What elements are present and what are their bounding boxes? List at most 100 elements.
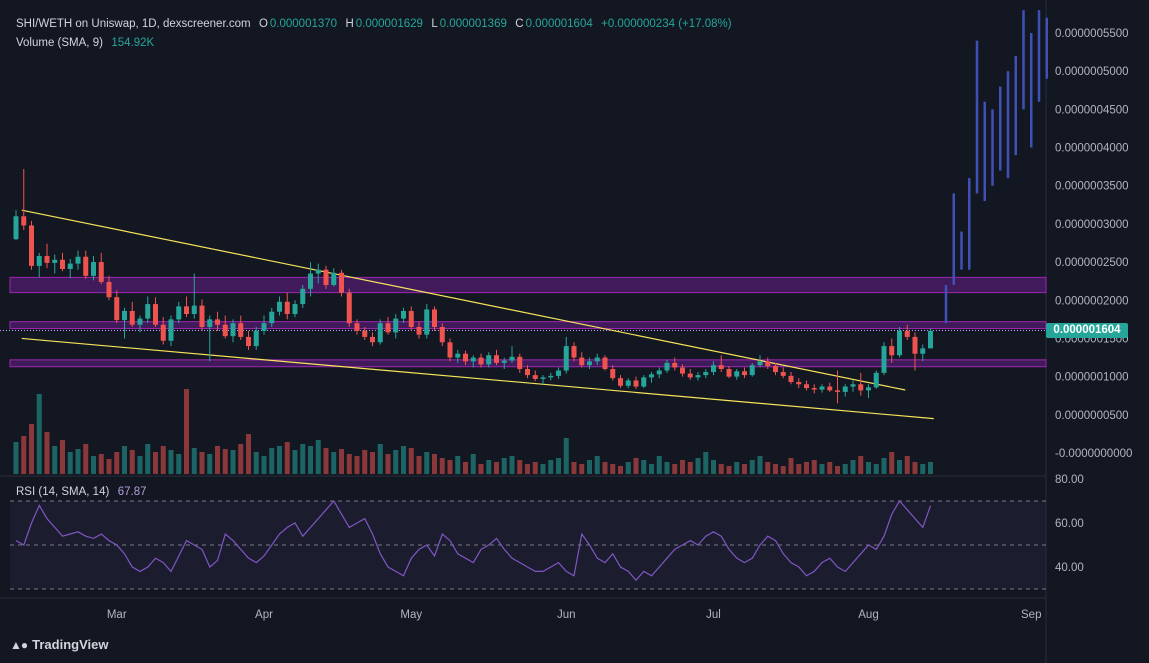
candle-body [548,375,554,378]
volume-bar [765,462,771,474]
candle-body [587,361,592,366]
volume-bar [525,464,530,474]
volume-legend: Volume (SMA, 9) 154.92K [16,36,156,50]
candle-body [641,377,647,387]
candle-body [811,388,817,390]
volume-bar [277,446,282,474]
candle-body [904,330,910,337]
candle-body [191,305,197,315]
candle-body [168,319,174,341]
rsi-tick-label: 60.00 [1055,518,1084,530]
candle-body [284,301,290,315]
volume-bar [377,444,383,474]
volume-bar [478,464,484,474]
candle-body [60,259,65,269]
rsi-line [15,499,932,582]
volume-bar [749,460,755,474]
candle-body [773,365,778,373]
volume-bar [579,464,585,474]
volume-bar [122,446,127,474]
volume-bar [734,462,740,474]
volume-label: Volume (SMA, 9) [16,37,103,49]
volume-bar [308,446,313,474]
volume-bar [509,456,515,474]
volume-bar [98,454,104,474]
volume-bar [29,424,34,474]
volume-bar [866,462,871,474]
candle-body [153,304,158,325]
candle-body [873,372,879,388]
volume-bar [323,448,329,474]
candle-body [222,324,228,337]
candle-body [300,288,306,305]
candle-body [726,369,732,377]
candle-body [649,374,654,378]
candle-body [439,327,445,343]
volume-bar [36,394,42,474]
time-tick-label: Jul [706,609,721,621]
volume-bar [532,462,538,474]
candle-body [765,361,771,366]
price-tick-label: 0.0000004000 [1055,143,1129,155]
candle-body [393,318,399,333]
candle-body [98,262,104,282]
tradingview-logo[interactable]: ▲● TradingView [10,637,108,652]
volume-bar [912,462,918,474]
candle-body [67,263,73,269]
candle-body [308,273,313,289]
volume-bar [703,452,709,474]
candle-body [509,356,515,361]
price-tick-label: 0.0000003000 [1055,219,1129,231]
symbol-legend: SHI/WETH on Uniswap, 1D, dexscreener.com… [16,17,734,31]
candle-body [292,304,298,315]
candle-body [246,336,251,347]
candle-body [401,310,406,319]
candle-body [625,380,631,386]
rsi-band-background [10,501,1046,589]
rsi-legend: RSI (14, SMA, 14) 67.87 [16,485,148,499]
rsi-label: RSI (14, SMA, 14) [16,486,110,498]
candle-body [129,310,135,325]
close-label: C [515,18,524,30]
candle-body [176,306,182,320]
candle-body [501,360,507,363]
candle-body [91,262,96,276]
volume-bar [594,456,600,474]
candle-body [920,348,926,354]
volume-bar [106,459,112,474]
volume-bar [52,446,58,474]
volume-bar [687,462,693,474]
candle-body [540,377,546,379]
candle-body [52,259,58,263]
volume-bar [757,456,763,474]
volume-bar [230,450,236,474]
candle-body [478,357,484,365]
low-label: L [431,18,438,30]
volume-bar [75,449,81,474]
volume-bar [191,448,197,474]
volume-bar [439,458,445,474]
volume-bar [726,466,732,474]
candle-body [238,323,244,337]
last-price-tag: 0.000001604 [1046,323,1128,338]
volume-bar [424,452,430,474]
volume-bar [517,460,523,474]
volume-bar [354,456,360,474]
candle-body [408,310,414,327]
low-value: 0.000001369 [439,18,507,30]
volume-bar [13,442,19,474]
volume-bar [269,448,275,474]
candle-body [749,365,755,376]
candle-body [858,384,864,391]
candle-body [532,375,538,379]
volume-bar [207,454,213,474]
volume-bar [246,434,251,474]
volume-bar [625,462,631,474]
volume-bar [385,454,391,474]
volume-bar [153,452,158,474]
rsi-tick-label: 80.00 [1055,474,1084,486]
time-tick-label: Aug [858,609,878,621]
candle-body [277,301,282,312]
